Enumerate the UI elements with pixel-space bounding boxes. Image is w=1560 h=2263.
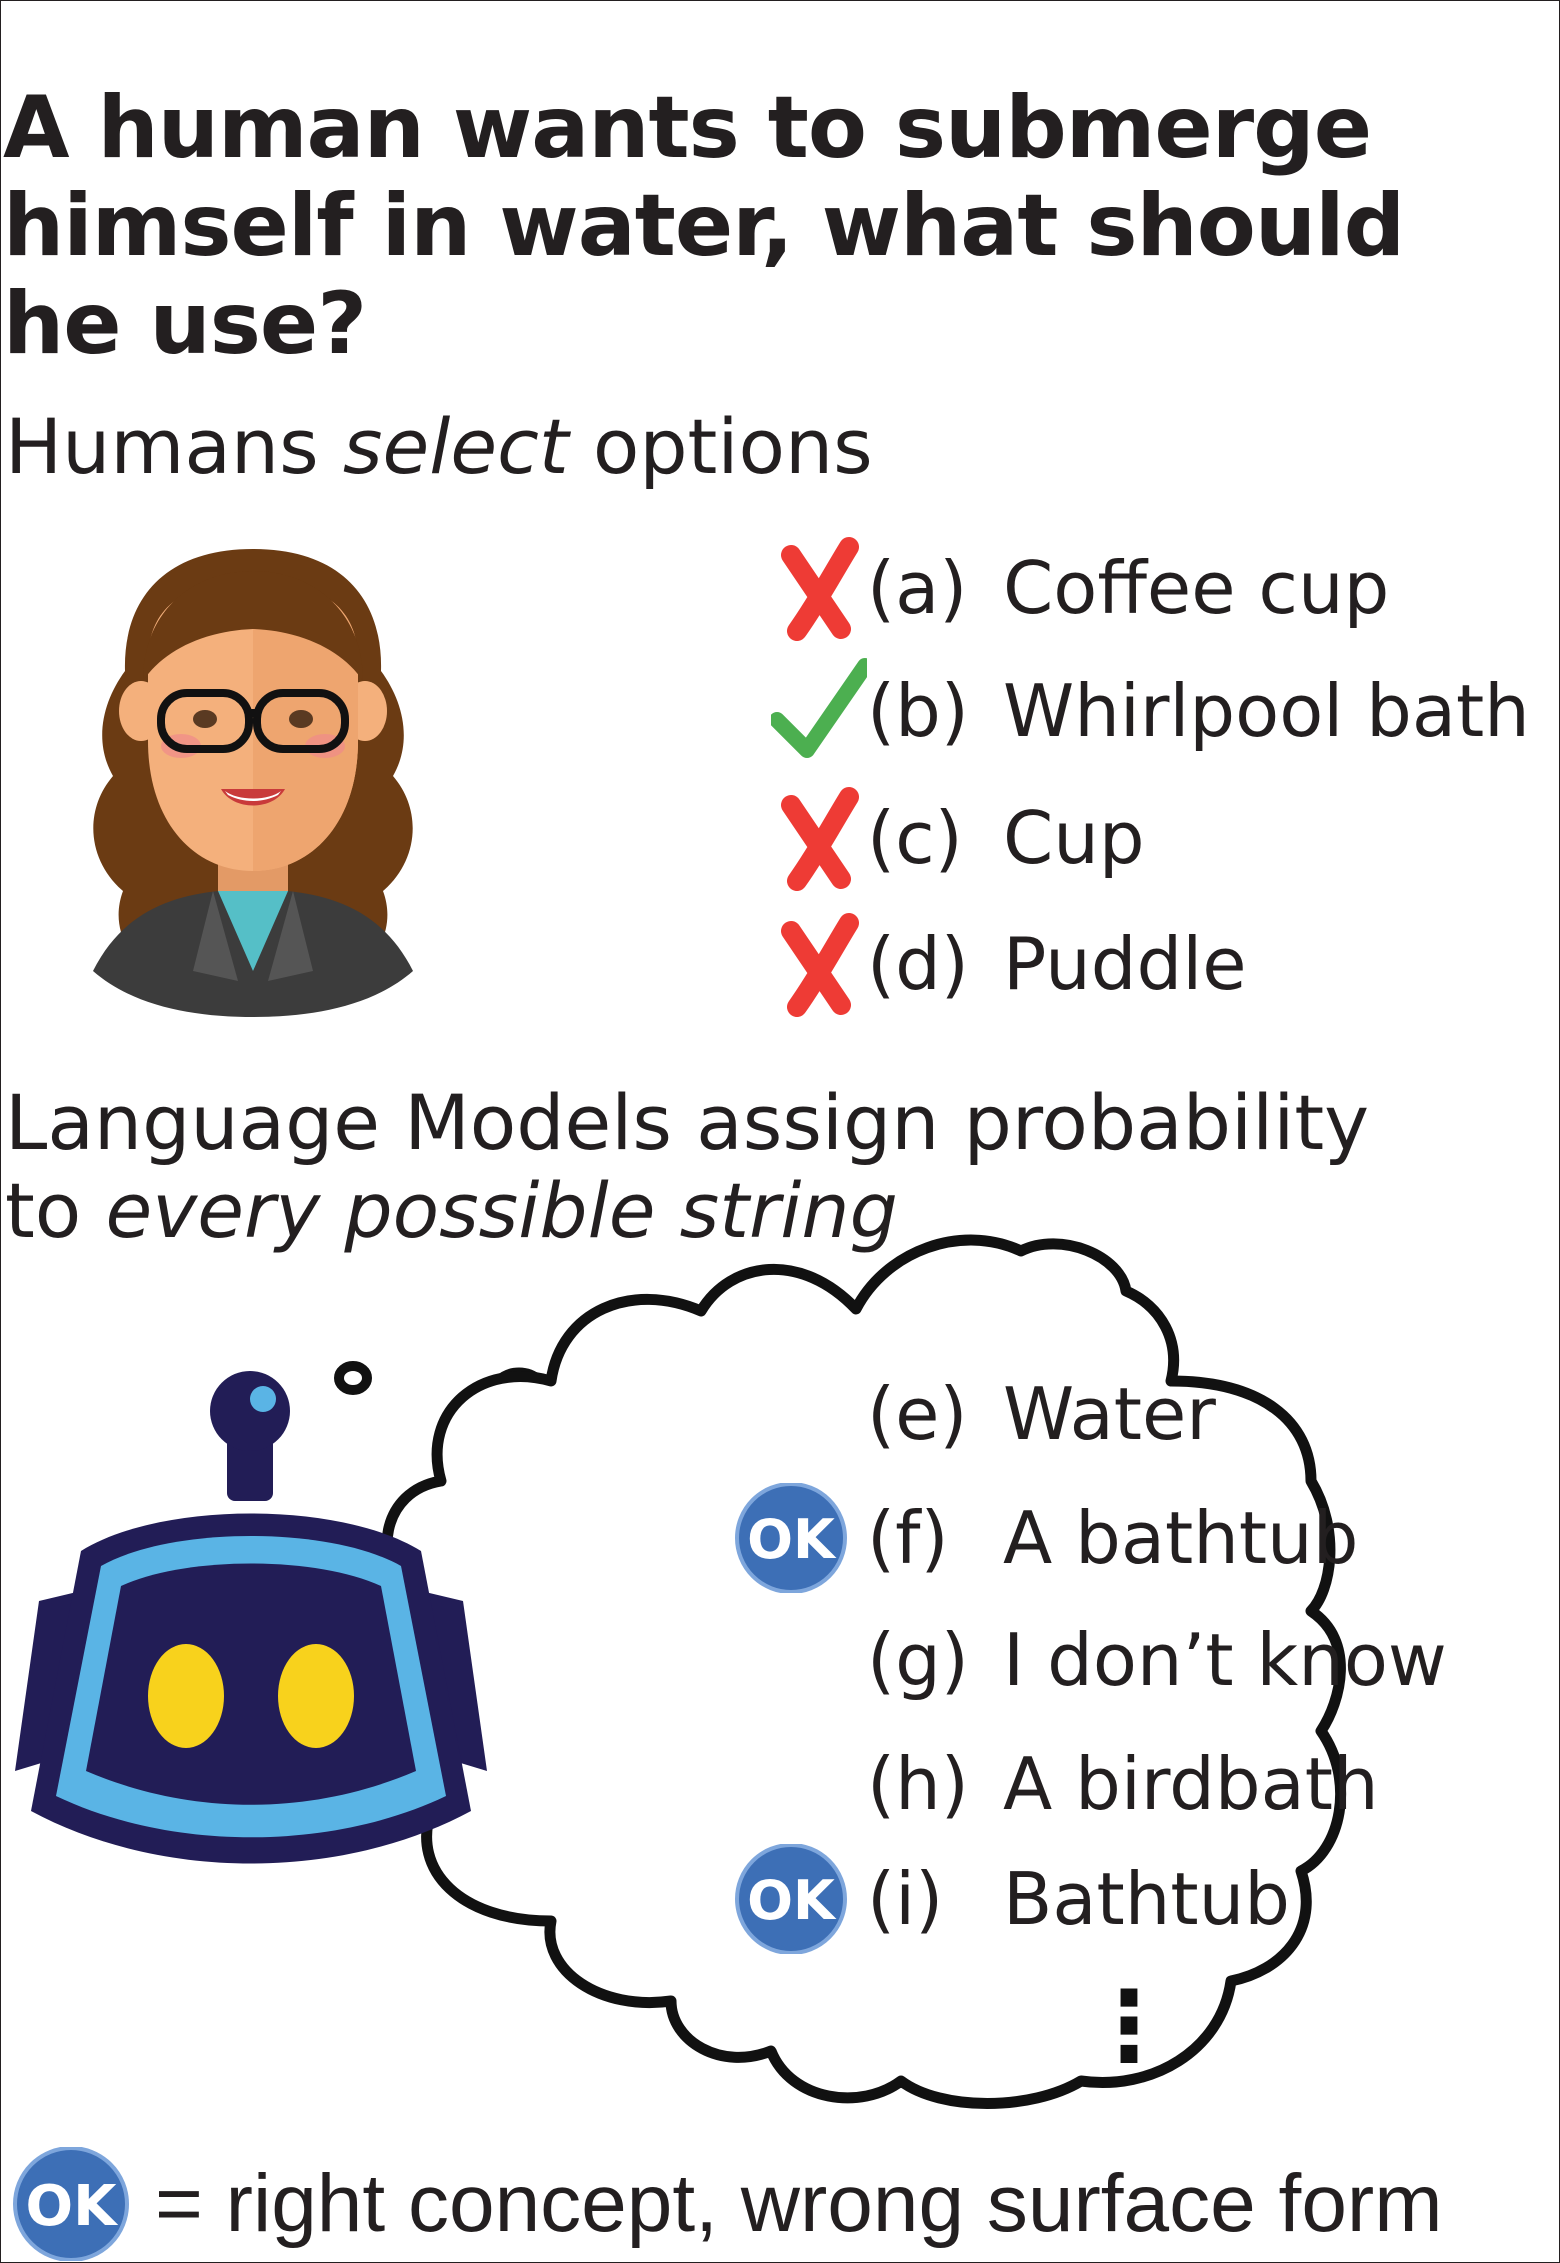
option-letter: (f) [867, 1496, 949, 1580]
ellipsis: ⋮ [1081, 1970, 1177, 2082]
option-text: Bathtub [1003, 1857, 1290, 1941]
option-text: Puddle [1003, 922, 1247, 1006]
ok-badge-label: OK [747, 1508, 837, 1571]
thought-bubble [334, 1234, 1347, 2109]
lm-option-e: (e) Water [739, 1359, 1216, 1469]
option-letter: (d) [867, 922, 969, 1006]
ok-badge-icon: OK [729, 1483, 867, 1593]
option-a: (a) Coffee cup [771, 533, 1389, 643]
lm-heading-line2-emphasis: every possible string [105, 1166, 898, 1255]
lm-heading-line2-before: to [5, 1166, 106, 1255]
lm-heading-line1: Language Models assign probability [5, 1078, 1370, 1167]
option-text: A bathtub [1003, 1496, 1359, 1580]
cross-icon [771, 909, 867, 1019]
option-letter: (e) [867, 1372, 968, 1456]
humans-heading-emphasis: select [342, 402, 569, 491]
option-text: Water [1003, 1372, 1216, 1456]
lm-option-g: (g) I don’t know [739, 1605, 1447, 1715]
lm-option-h: (h) A birdbath [739, 1729, 1379, 1839]
option-letter: (i) [867, 1857, 944, 1941]
option-text: Cup [1003, 796, 1145, 880]
lm-option-f: OK (f) A bathtub [729, 1483, 1358, 1593]
option-text: Whirlpool bath [1003, 669, 1530, 753]
humans-heading-before: Humans [5, 402, 343, 491]
ok-badge-label: OK [26, 2174, 120, 2239]
ok-badge-icon: OK [729, 1844, 867, 1954]
human-avatar-icon [93, 549, 413, 1017]
humans-heading: Humans select options [5, 403, 873, 491]
option-letter: (a) [867, 546, 968, 630]
option-letter: (g) [867, 1618, 969, 1702]
option-c: (c) Cup [771, 783, 1145, 893]
lm-option-i: OK (i) Bathtub [729, 1844, 1290, 1954]
option-letter: (b) [867, 669, 969, 753]
option-b: (b) Whirlpool bath [771, 656, 1530, 766]
robot-avatar-icon [15, 1371, 487, 1864]
option-text: I don’t know [1003, 1618, 1447, 1702]
question-title: A human wants to submerge himself in wat… [3, 78, 1405, 374]
humans-heading-after: options [568, 402, 873, 491]
legend-text: = right concept, wrong surface form [155, 2158, 1443, 2249]
option-letter: (c) [867, 796, 963, 880]
cross-icon [771, 533, 867, 643]
lm-heading: Language Models assign probability to eve… [5, 1079, 1369, 1255]
ok-badge-icon: OK [13, 2147, 129, 2261]
cross-icon [771, 783, 867, 893]
ok-badge-label: OK [747, 1869, 837, 1932]
check-icon [771, 656, 867, 766]
option-text: Coffee cup [1003, 546, 1390, 630]
option-d: (d) Puddle [771, 909, 1247, 1019]
option-text: A birdbath [1003, 1742, 1379, 1826]
legend: OK = right concept, wrong surface form [7, 2147, 1443, 2261]
option-letter: (h) [867, 1742, 969, 1826]
